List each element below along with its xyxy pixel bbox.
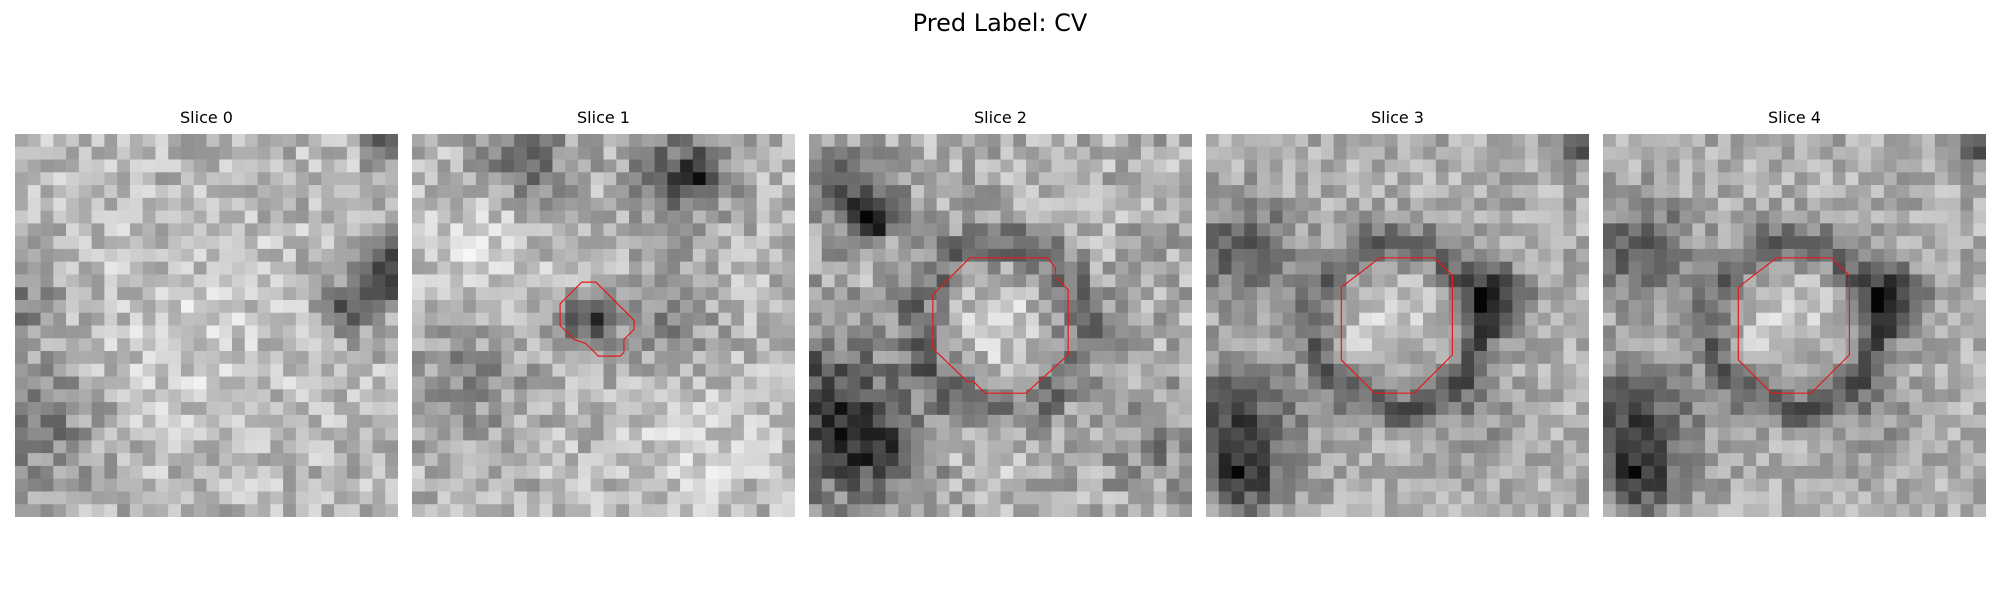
slice-panel-1: Slice 1: [412, 108, 795, 517]
segmentation-contour: [560, 282, 634, 356]
segmentation-contour: [933, 258, 1068, 393]
slice-title: Slice 0: [180, 108, 233, 127]
pixel-grid: [1206, 134, 1589, 517]
slice-image: [1603, 134, 1986, 517]
slice-image: [412, 134, 795, 517]
slice-panel-0: Slice 0: [15, 108, 398, 517]
slice-panel-2: Slice 2: [809, 108, 1192, 517]
segmentation-contour: [1341, 258, 1452, 393]
pixel-grid: [1603, 134, 1986, 517]
slice-title: Slice 2: [974, 108, 1027, 127]
pixel-grid: [15, 134, 398, 517]
slice-panel-4: Slice 4: [1603, 108, 1986, 517]
slice-title: Slice 3: [1371, 108, 1424, 127]
figure-title: Pred Label: CV: [912, 9, 1088, 37]
pixel-grid: [809, 134, 1192, 517]
slice-title: Slice 4: [1768, 108, 1821, 127]
slice-image: [15, 134, 398, 517]
pixel-grid: [412, 134, 795, 517]
slice-panel-3: Slice 3: [1206, 108, 1589, 517]
slice-image: [1206, 134, 1589, 517]
segmentation-contour: [1738, 258, 1849, 393]
slice-image: [809, 134, 1192, 517]
slice-title: Slice 1: [577, 108, 630, 127]
